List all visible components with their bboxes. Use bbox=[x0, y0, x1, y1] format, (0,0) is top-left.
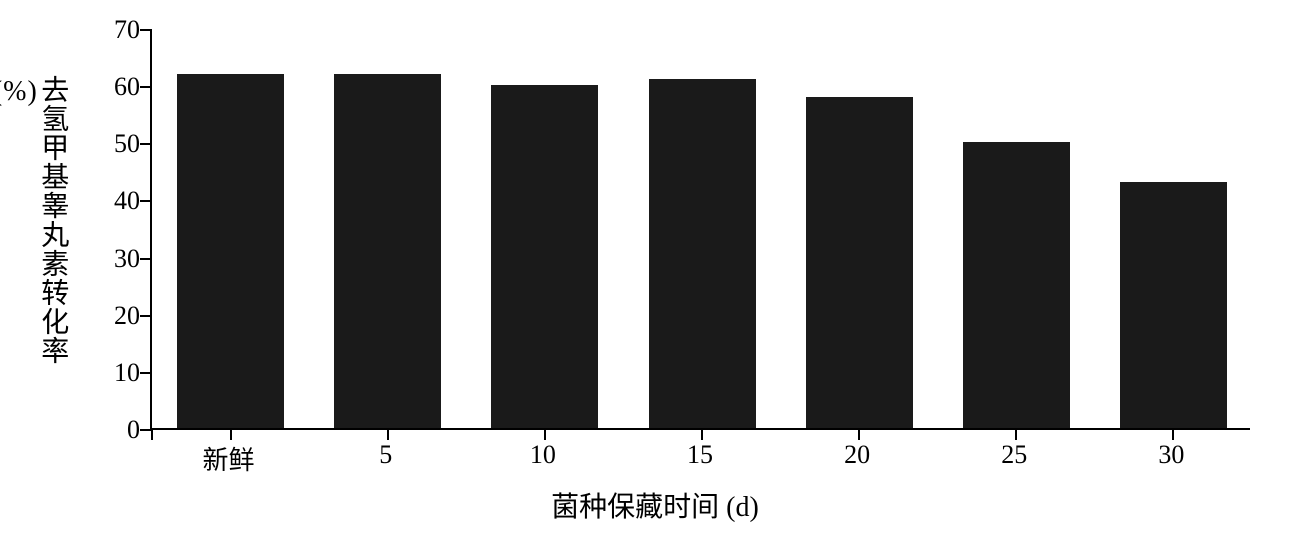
x-tick bbox=[858, 428, 860, 440]
y-tick-label: 40 bbox=[80, 186, 140, 216]
y-tick-label: 20 bbox=[80, 301, 140, 331]
y-tick bbox=[140, 143, 152, 145]
bar bbox=[1120, 182, 1227, 428]
x-tick bbox=[544, 428, 546, 440]
x-tick bbox=[1172, 428, 1174, 440]
y-tick-label: 0 bbox=[80, 415, 140, 445]
y-tick-label: 50 bbox=[80, 129, 140, 159]
x-tick bbox=[701, 428, 703, 440]
x-tick-label: 新鲜 bbox=[203, 440, 255, 477]
y-tick-label: 30 bbox=[80, 244, 140, 274]
x-tick bbox=[230, 428, 232, 440]
y-tick bbox=[140, 200, 152, 202]
y-axis-title-unit: (%) bbox=[0, 77, 38, 106]
x-tick bbox=[151, 428, 153, 440]
bar bbox=[177, 74, 284, 428]
bar bbox=[963, 142, 1070, 428]
y-tick-label: 70 bbox=[80, 15, 140, 45]
y-tick bbox=[140, 86, 152, 88]
x-tick-label: 20 bbox=[844, 440, 870, 470]
bar bbox=[491, 85, 598, 428]
x-tick-label: 15 bbox=[687, 440, 713, 470]
x-tick-label: 5 bbox=[379, 440, 392, 470]
y-tick bbox=[140, 29, 152, 31]
bar-chart: 去氢甲基睾丸素转化率 (%) 菌种保藏时间 (d) 01020304050607… bbox=[40, 20, 1270, 530]
plot-area bbox=[150, 30, 1250, 430]
bar bbox=[334, 74, 441, 428]
y-axis-title-text: 去氢甲基睾丸素转化率 bbox=[37, 75, 68, 365]
y-tick-label: 60 bbox=[80, 72, 140, 102]
y-tick-label: 10 bbox=[80, 358, 140, 388]
y-tick bbox=[140, 258, 152, 260]
y-tick bbox=[140, 372, 152, 374]
bar bbox=[806, 97, 913, 428]
x-tick bbox=[1015, 428, 1017, 440]
y-axis-title: 去氢甲基睾丸素转化率 (%) bbox=[0, 75, 67, 365]
bar bbox=[649, 79, 756, 428]
x-tick-label: 10 bbox=[530, 440, 556, 470]
y-tick bbox=[140, 315, 152, 317]
x-axis-title: 菌种保藏时间 (d) bbox=[40, 485, 1270, 525]
x-tick bbox=[387, 428, 389, 440]
x-tick-label: 30 bbox=[1158, 440, 1184, 470]
x-tick-label: 25 bbox=[1001, 440, 1027, 470]
